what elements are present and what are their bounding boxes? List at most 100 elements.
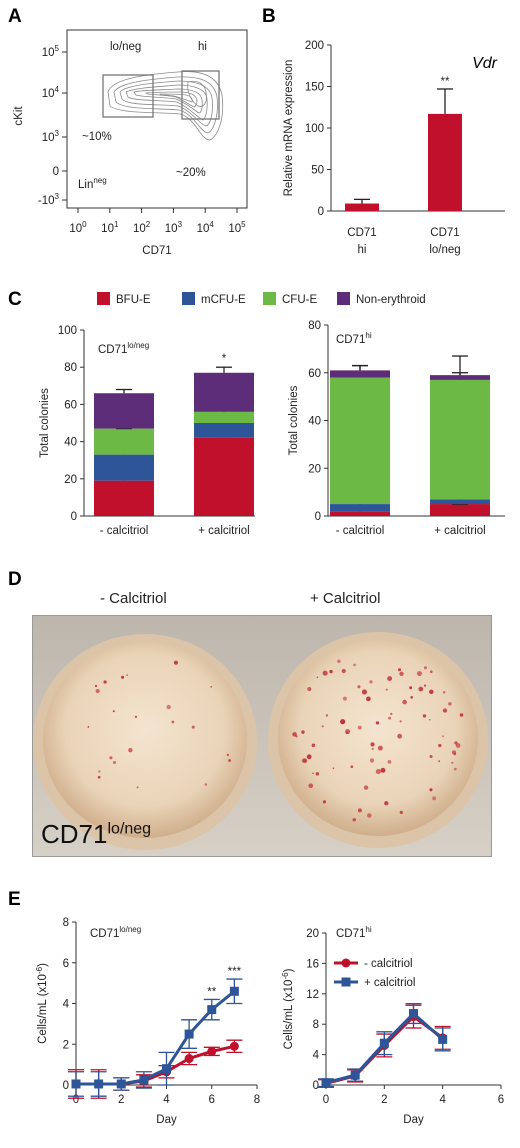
colony-dot	[315, 772, 320, 776]
colony-dot	[367, 813, 372, 818]
growth-hi-legend-label: - calcitriol	[364, 958, 413, 970]
colonies-cd71-lo-neg-chart: 0 20 40 60 80 100 - calcitriol + calcitriol * CD7…	[39, 325, 255, 537]
colony-dot	[455, 743, 461, 748]
colonies-hi-bar-segment	[430, 504, 490, 516]
vdr-title: Vdr	[472, 55, 498, 72]
colony-dot	[329, 669, 333, 674]
colony-dot	[448, 702, 452, 706]
growth-lo-x-label: Day	[156, 1114, 177, 1126]
colony-dot	[306, 754, 312, 760]
colonies-lo-bar-segment	[194, 411, 254, 423]
growth-lo-y-label: Cells/mL (x10-6)	[35, 963, 49, 1044]
colony-dot	[423, 666, 428, 670]
colonies-hi-y-tick-label: 60	[308, 368, 321, 380]
colony-dot	[342, 696, 347, 701]
flow-x-tick-label: 101	[101, 220, 119, 235]
growth-lo-point	[184, 1029, 194, 1039]
colony-dishes-photo: CD71lo/neg	[32, 615, 492, 857]
legend-label: Non-erythroid	[356, 294, 426, 306]
colony-dot	[438, 760, 441, 763]
growth-lo-x-tick-label: 4	[163, 1094, 170, 1106]
panel-letter-b: B	[262, 6, 276, 27]
colony-dot	[134, 715, 138, 718]
colonies-lo-bar-segment	[94, 480, 154, 516]
colony-dot	[385, 688, 388, 691]
colonies-lo-category-label: + calcitriol	[198, 525, 249, 537]
colony-dot	[302, 758, 308, 763]
legend-label: CFU-E	[282, 294, 317, 306]
growth-lo-y-tick-label: 0	[63, 1080, 69, 1092]
colonies-lo-y-tick-label: 60	[64, 399, 77, 411]
colonies-lo-y-tick-label: 100	[58, 325, 77, 337]
growth-lo-point	[94, 1079, 104, 1089]
growth-hi-x-tick-label: 6	[498, 1094, 504, 1106]
colony-dot	[454, 767, 457, 771]
colonies-hi-y-tick-label: 80	[308, 320, 321, 332]
growth-hi-point	[409, 1009, 418, 1019]
colony-dot	[121, 675, 125, 679]
growth-lo-y-tick-label: 4	[63, 999, 70, 1011]
colonies-hi-y-tick-label: 20	[308, 463, 321, 475]
colonies-lo-y-tick-label: 80	[64, 362, 77, 374]
vdr-y-tick-label: 200	[305, 40, 324, 52]
colony-dot	[204, 783, 208, 786]
colony-dot	[357, 685, 361, 689]
colonies-lo-y-label: Total colonies	[39, 388, 51, 458]
colony-dot	[399, 720, 402, 723]
colony-dot	[94, 684, 98, 688]
gate-hi-label: hi	[198, 41, 207, 53]
colony-dot	[301, 730, 305, 734]
colonies-lo-bar-segment	[194, 437, 254, 516]
colony-dot	[191, 725, 195, 729]
colony-dot	[307, 686, 312, 692]
colony-dot	[429, 788, 433, 792]
colony-dot	[370, 742, 375, 747]
colony-dot	[210, 685, 213, 688]
colony-dot	[97, 775, 101, 779]
colonies-hi-bar-segment	[430, 375, 490, 380]
growth-lo-y-tick-label: 6	[63, 958, 69, 970]
colony-dot	[173, 660, 178, 665]
colony-dot	[369, 680, 373, 684]
legend-swatch	[263, 292, 276, 305]
flow-y-label: cKit	[13, 106, 25, 126]
colony-dot	[409, 686, 413, 690]
growth-lo-point	[229, 1041, 239, 1051]
colonies-lo-inset-label: CD71lo/neg	[98, 341, 149, 356]
colony-dot	[429, 689, 434, 695]
colonies-hi-bar-segment	[330, 511, 390, 516]
colony-dot	[442, 708, 448, 713]
colony-dot	[337, 659, 341, 664]
flow-y-tick-label: 104	[42, 85, 60, 100]
growth-lo-point	[207, 1046, 217, 1056]
colony-dot	[112, 710, 115, 713]
vdr-category-label: CD71	[430, 227, 459, 239]
colony-dot	[442, 690, 446, 694]
growth-lo-y-tick-label: 8	[63, 917, 69, 929]
vdr-expression-chart: 0 50 100 150 200 CD71 hi CD71 lo/neg ** Vdr Relativ…	[283, 40, 505, 256]
colonies-lo-bar-segment	[194, 372, 254, 412]
growth-hi-y-tick-label: 12	[306, 989, 319, 1001]
colony-dot	[361, 689, 368, 695]
flow-x-tick-label: 104	[197, 220, 215, 235]
colony-dot	[98, 770, 101, 773]
vdr-y-tick-label: 150	[305, 82, 324, 94]
colonies-hi-inset-label: CD71hi	[336, 331, 372, 346]
colonies-hi-bar-segment	[330, 370, 390, 378]
panel-letter-d: D	[8, 569, 22, 590]
colony-dot	[410, 696, 413, 699]
legend-swatch	[337, 292, 350, 305]
growth-lo-point	[139, 1075, 149, 1085]
colony-dot	[371, 747, 374, 750]
colony-dot	[357, 725, 362, 730]
colonies-cd71-hi-chart: 0 20 40 60 80 - calcitriol + calcitriol CD71hi T…	[288, 320, 505, 537]
flow-x-tick-label: 103	[165, 220, 183, 235]
flow-y-ticks: 105 104 103 0 -103	[38, 44, 67, 207]
colony-dot	[113, 761, 117, 765]
panel-letter-c: C	[8, 289, 22, 310]
growth-hi-y-tick-label: 4	[313, 1050, 320, 1062]
growth-hi-point	[321, 1078, 331, 1088]
colonies-hi-y-tick-label: 0	[315, 511, 321, 523]
colony-dot	[312, 772, 314, 775]
